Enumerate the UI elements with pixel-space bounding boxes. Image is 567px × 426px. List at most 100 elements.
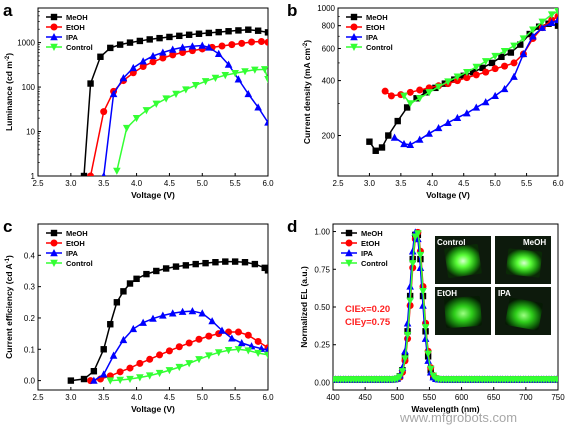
- data-point-meoh: [245, 26, 252, 33]
- x-tick-label: 700: [519, 393, 533, 402]
- data-point-etoh: [195, 335, 203, 343]
- data-point-control: [426, 365, 435, 373]
- data-point-meoh: [394, 117, 401, 125]
- series-line-ipa: [102, 44, 268, 176]
- data-point-control: [408, 260, 417, 268]
- y-axis-label-text: Luminance (cd m: [4, 61, 14, 131]
- data-point-control: [400, 92, 408, 100]
- data-point-etoh: [159, 54, 167, 62]
- y-tick-label: 1000: [17, 39, 35, 48]
- legend-marker-control: [50, 259, 58, 267]
- data-point-control: [142, 107, 151, 115]
- y-axis-label-text: Normalized EL (a.u.): [299, 266, 309, 348]
- data-point-etoh: [169, 51, 177, 59]
- data-point-meoh: [554, 22, 558, 29]
- plot-frame-c: [37, 223, 269, 391]
- data-point-control: [425, 89, 433, 97]
- y-tick-label: 1000: [317, 4, 335, 13]
- data-point-control: [510, 42, 518, 50]
- x-axis-label: Voltage (V): [131, 404, 175, 414]
- legend-marker-ipa: [50, 249, 58, 257]
- data-point-control: [172, 90, 180, 98]
- data-point-etoh: [126, 364, 134, 372]
- data-point-etoh: [387, 92, 395, 100]
- data-point-ipa: [416, 263, 425, 271]
- data-point-ipa: [538, 23, 547, 31]
- legend-label-ipa: IPA: [361, 249, 374, 258]
- y-axis-label: Current density (mA cm-2): [302, 40, 312, 144]
- data-point-meoh: [403, 104, 411, 111]
- y-tick-label: 10: [26, 128, 35, 137]
- series-meoh: [67, 258, 268, 384]
- data-point-control: [414, 230, 422, 238]
- data-point-etoh: [218, 42, 226, 50]
- y-tick-label: 1: [31, 172, 36, 181]
- legend-marker-control: [345, 259, 353, 267]
- data-point-ipa: [403, 319, 412, 327]
- data-point-ipa: [149, 314, 157, 322]
- data-point-control: [406, 297, 414, 305]
- data-point-ipa: [188, 307, 197, 315]
- legend-marker-etoh: [345, 239, 353, 247]
- legend-label-control: Control: [66, 43, 93, 52]
- data-point-ipa: [453, 113, 462, 122]
- data-point-control: [241, 68, 249, 76]
- data-point-control: [221, 71, 230, 80]
- y-tick-label: 800: [322, 22, 336, 31]
- data-point-ipa: [264, 118, 268, 126]
- data-point-meoh: [166, 33, 173, 41]
- data-point-meoh: [469, 68, 477, 76]
- data-point-control: [519, 35, 528, 43]
- data-point-etoh: [228, 41, 236, 49]
- data-point-etoh: [244, 331, 252, 339]
- x-axis-label: Voltage (V): [131, 190, 175, 200]
- chart-current-efficiency: 2.5 3.0 3.5 4.0 4.5 5.0 5.5 6.0 0.0 0.1 0.2 0.3 0.4 V…: [4, 223, 274, 414]
- panel-letter-c: c: [3, 217, 12, 236]
- y-axis-label-text: Current efficiency (cd A: [4, 263, 14, 359]
- data-point-meoh: [192, 260, 199, 268]
- data-point-etoh: [248, 38, 256, 46]
- data-point-control: [113, 167, 121, 175]
- photo-glow-ipa: [505, 297, 543, 331]
- data-point-meoh: [261, 264, 268, 272]
- data-point-ipa: [178, 43, 187, 51]
- data-point-etoh: [87, 172, 95, 176]
- data-point-control: [264, 76, 268, 84]
- x-tick-label: 4.5: [458, 179, 470, 188]
- y-tick-label: 1.00: [314, 228, 330, 237]
- data-point-etoh: [146, 355, 154, 363]
- legend-label-ipa: IPA: [66, 33, 79, 42]
- legend-marker-etoh: [350, 23, 358, 31]
- y-tick-label: 0.25: [314, 341, 330, 350]
- data-point-meoh: [172, 263, 180, 270]
- data-point-ipa: [188, 42, 197, 50]
- data-point-ipa: [224, 60, 233, 68]
- photo-label-control: Control: [437, 238, 465, 247]
- legend-label-meoh: MeOH: [366, 13, 388, 22]
- data-point-ipa: [519, 49, 528, 58]
- data-point-control: [244, 347, 253, 355]
- x-tick-label: 2.5: [32, 393, 44, 402]
- data-point-control: [547, 11, 556, 19]
- data-point-ipa: [129, 63, 138, 72]
- data-point-control: [538, 18, 547, 26]
- data-point-etoh: [234, 328, 242, 336]
- data-point-ipa: [547, 18, 556, 26]
- data-point-control: [122, 124, 131, 133]
- data-point-etoh: [406, 88, 414, 96]
- data-point-ipa: [234, 75, 243, 83]
- data-point-ipa: [109, 351, 118, 359]
- y-axis-label-end: ): [4, 255, 14, 258]
- data-point-control: [424, 350, 432, 358]
- data-point-meoh: [413, 95, 420, 102]
- series-ipa: [390, 15, 558, 148]
- data-point-meoh: [136, 37, 144, 45]
- data-point-meoh: [498, 53, 505, 61]
- data-point-etoh: [139, 63, 147, 71]
- data-point-etoh: [472, 71, 480, 79]
- photo-label-meoh: MeOH: [523, 238, 546, 247]
- x-tick-label: 5.5: [521, 179, 533, 188]
- data-point-meoh: [205, 29, 213, 37]
- data-point-meoh: [107, 321, 114, 328]
- data-point-ipa: [408, 247, 417, 255]
